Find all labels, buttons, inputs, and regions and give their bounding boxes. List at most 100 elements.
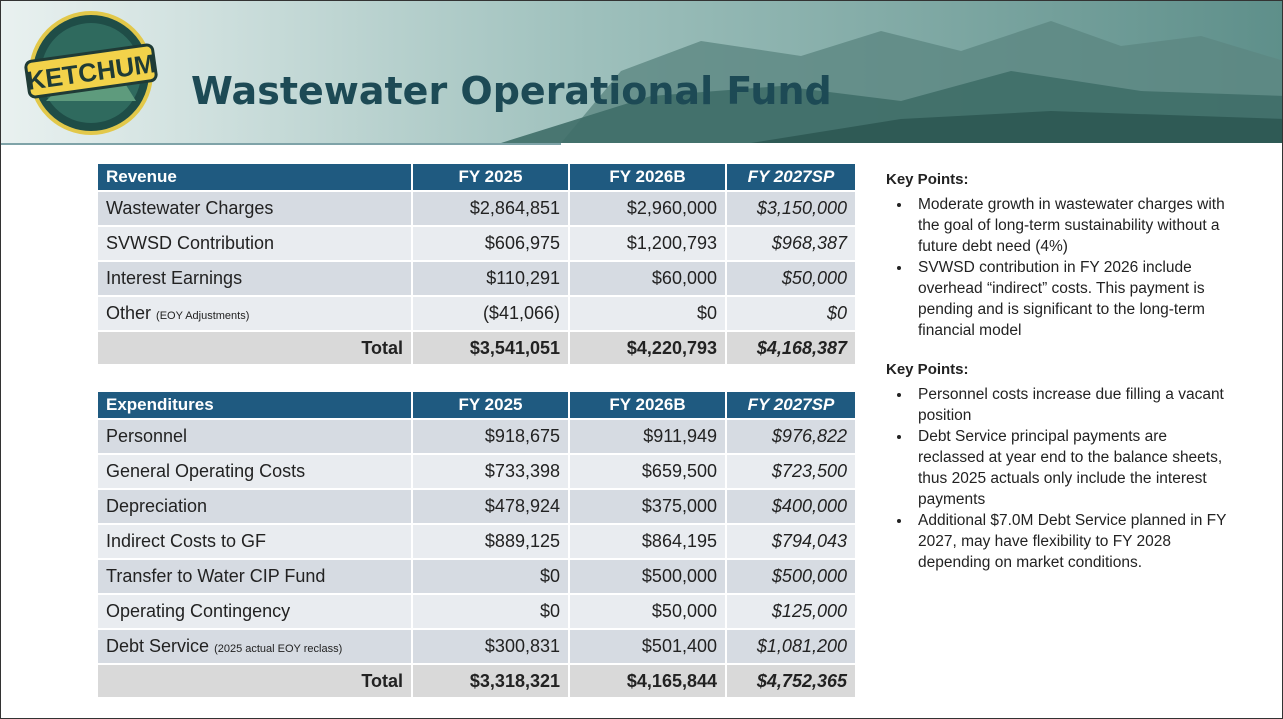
column-header: FY 2026B	[570, 164, 725, 190]
row-label: Wastewater Charges	[98, 192, 411, 225]
label-text: Other	[106, 303, 152, 323]
total-row: Total $3,541,051 $4,220,793 $4,168,387	[98, 332, 855, 364]
logo: KETCHUM	[24, 11, 158, 135]
value-cell: $2,960,000	[570, 192, 725, 225]
data-row: Personnel $918,675 $911,949 $976,822	[98, 420, 855, 453]
data-row: Indirect Costs to GF $889,125 $864,195 $794…	[98, 525, 855, 558]
total-cell: $3,318,321	[413, 665, 568, 697]
value-cell: ($41,066)	[413, 297, 568, 330]
value-cell: $478,924	[413, 490, 568, 523]
label-text: General Operating Costs	[106, 461, 306, 481]
column-header: Expenditures	[98, 392, 411, 418]
total-cell: $4,220,793	[570, 332, 725, 364]
total-row: Total $3,318,321 $4,165,844 $4,752,365	[98, 665, 855, 697]
value-cell: $501,400	[570, 630, 725, 663]
value-cell: $2,864,851	[413, 192, 568, 225]
value-cell: $968,387	[727, 227, 855, 260]
value-cell: $1,081,200	[727, 630, 855, 663]
value-cell: $50,000	[727, 262, 855, 295]
data-row: General Operating Costs $733,398 $659,500 $…	[98, 455, 855, 488]
data-row: SVWSD Contribution $606,975 $1,200,793 $968…	[98, 227, 855, 260]
value-cell: $606,975	[413, 227, 568, 260]
data-row: Debt Service (2025 actual EOY reclass) $3…	[98, 630, 855, 663]
value-cell: $400,000	[727, 490, 855, 523]
total-label: Total	[98, 332, 411, 364]
row-label: Depreciation	[98, 490, 411, 523]
data-row: Wastewater Charges $2,864,851 $2,960,000 $3…	[98, 192, 855, 225]
data-row: Interest Earnings $110,291 $60,000 $50,000	[98, 262, 855, 295]
value-cell: $300,831	[413, 630, 568, 663]
value-cell: $889,125	[413, 525, 568, 558]
row-label: Debt Service (2025 actual EOY reclass)	[98, 630, 411, 663]
label-text: Interest Earnings	[106, 268, 243, 288]
total-label: Total	[98, 665, 411, 697]
value-cell: $60,000	[570, 262, 725, 295]
row-label: Other (EOY Adjustments)	[98, 297, 411, 330]
key-points: Key Points: Moderate growth in wastewater…	[886, 169, 1236, 591]
key-point: SVWSD contribution in FY 2026 include ov…	[912, 257, 1236, 341]
row-label: Indirect Costs to GF	[98, 525, 411, 558]
key-point: Debt Service principal payments are recl…	[912, 426, 1236, 510]
key-point: Personnel costs increase due filling a v…	[912, 384, 1236, 426]
value-cell: $0	[413, 560, 568, 593]
value-cell: $976,822	[727, 420, 855, 453]
label-text: Indirect Costs to GF	[106, 531, 267, 551]
value-cell: $864,195	[570, 525, 725, 558]
expenditures-table: Expenditures FY 2025 FY 2026B FY 2027SP Pers…	[96, 390, 857, 699]
row-label: Interest Earnings	[98, 262, 411, 295]
header-row: Expenditures FY 2025 FY 2026B FY 2027SP	[98, 392, 855, 418]
label-text: Wastewater Charges	[106, 198, 274, 218]
row-label: General Operating Costs	[98, 455, 411, 488]
value-cell: $0	[413, 595, 568, 628]
column-header: FY 2025	[413, 392, 568, 418]
value-cell: $1,200,793	[570, 227, 725, 260]
value-cell: $0	[727, 297, 855, 330]
value-cell: $733,398	[413, 455, 568, 488]
label-text: Depreciation	[106, 496, 208, 516]
label-text: Debt Service	[106, 636, 210, 656]
slide-title: Wastewater Operational Fund	[191, 69, 832, 113]
header-rule	[1, 143, 561, 145]
value-cell: $375,000	[570, 490, 725, 523]
total-cell: $4,168,387	[727, 332, 855, 364]
revenue-table: Revenue FY 2025 FY 2026B FY 2027SP Wastewate…	[96, 162, 857, 366]
column-header: FY 2025	[413, 164, 568, 190]
key-points-title: Key Points:	[886, 361, 969, 378]
column-header: Revenue	[98, 164, 411, 190]
label-text: SVWSD Contribution	[106, 233, 275, 253]
data-row: Transfer to Water CIP Fund $0 $500,000 $500…	[98, 560, 855, 593]
total-cell: $4,165,844	[570, 665, 725, 697]
row-label: Operating Contingency	[98, 595, 411, 628]
value-cell: $500,000	[727, 560, 855, 593]
header-banner: KETCHUM	[1, 1, 1282, 143]
key-point: Moderate growth in wastewater charges wi…	[912, 194, 1236, 257]
total-cell: $4,752,365	[727, 665, 855, 697]
key-point: Additional $7.0M Debt Service planned in…	[912, 510, 1236, 573]
data-row: Operating Contingency $0 $50,000 $125,000	[98, 595, 855, 628]
key-points-list: Moderate growth in wastewater charges wi…	[886, 194, 1236, 341]
key-points-title: Key Points:	[886, 171, 969, 188]
value-cell: $794,043	[727, 525, 855, 558]
total-cell: $3,541,051	[413, 332, 568, 364]
value-cell: $918,675	[413, 420, 568, 453]
column-header: FY 2027SP	[727, 164, 855, 190]
data-row: Other (EOY Adjustments) ($41,066) $0 $0	[98, 297, 855, 330]
value-cell: $659,500	[570, 455, 725, 488]
row-label: Transfer to Water CIP Fund	[98, 560, 411, 593]
value-cell: $50,000	[570, 595, 725, 628]
value-cell: $0	[570, 297, 725, 330]
column-header: FY 2026B	[570, 392, 725, 418]
value-cell: $911,949	[570, 420, 725, 453]
label-text: Personnel	[106, 426, 188, 446]
value-cell: $125,000	[727, 595, 855, 628]
row-label: SVWSD Contribution	[98, 227, 411, 260]
key-points-list: Personnel costs increase due filling a v…	[886, 384, 1236, 573]
value-cell: $110,291	[413, 262, 568, 295]
label-note: (2025 actual EOY reclass)	[214, 643, 343, 655]
value-cell: $723,500	[727, 455, 855, 488]
label-text: Operating Contingency	[106, 601, 291, 621]
header-row: Revenue FY 2025 FY 2026B FY 2027SP	[98, 164, 855, 190]
row-label: Personnel	[98, 420, 411, 453]
